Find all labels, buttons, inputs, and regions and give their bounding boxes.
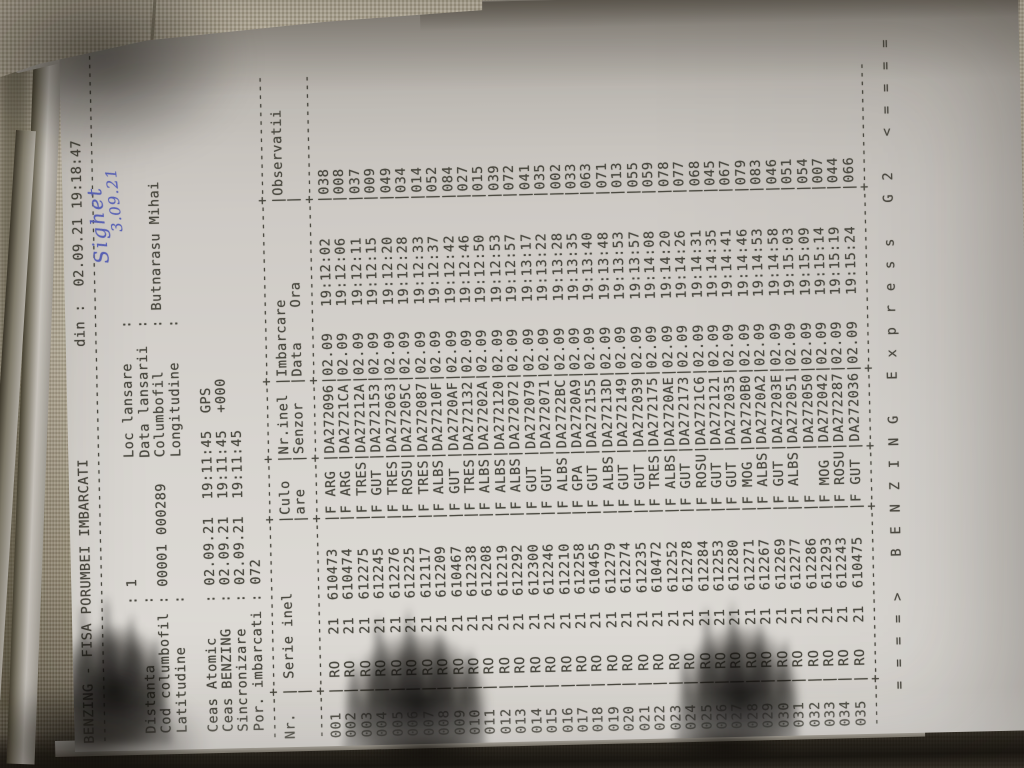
ink-spill bbox=[660, 728, 790, 766]
ink-spill bbox=[360, 732, 490, 768]
bottom-left-shadow bbox=[0, 680, 210, 768]
corner-shadow bbox=[0, 0, 250, 164]
